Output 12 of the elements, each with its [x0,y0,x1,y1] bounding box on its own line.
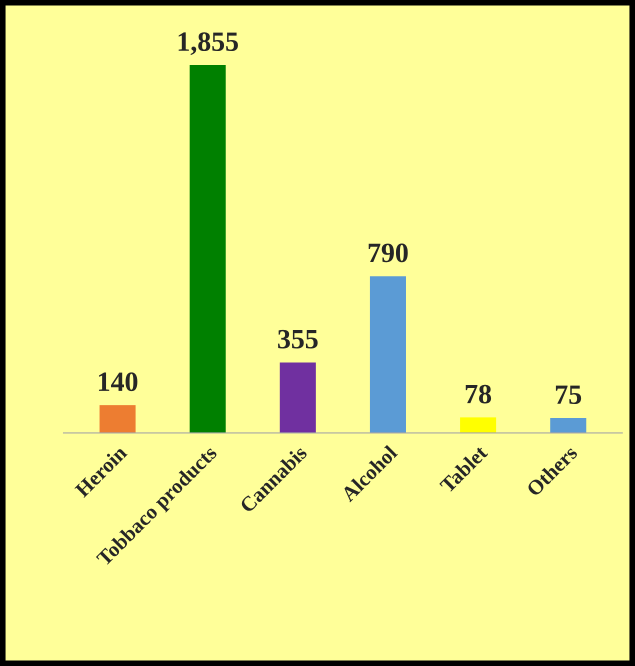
bar [100,405,136,433]
data-label: 790 [368,244,408,262]
data-label: 75 [556,386,582,404]
data-label: 140 [98,372,138,392]
bar [550,418,586,433]
bar [280,362,316,433]
bar [370,276,406,433]
bar [190,65,226,433]
data-label: 355 [278,330,318,349]
bar [460,417,496,433]
data-label: 1,855 [178,32,238,56]
data-label: 78 [466,384,492,404]
